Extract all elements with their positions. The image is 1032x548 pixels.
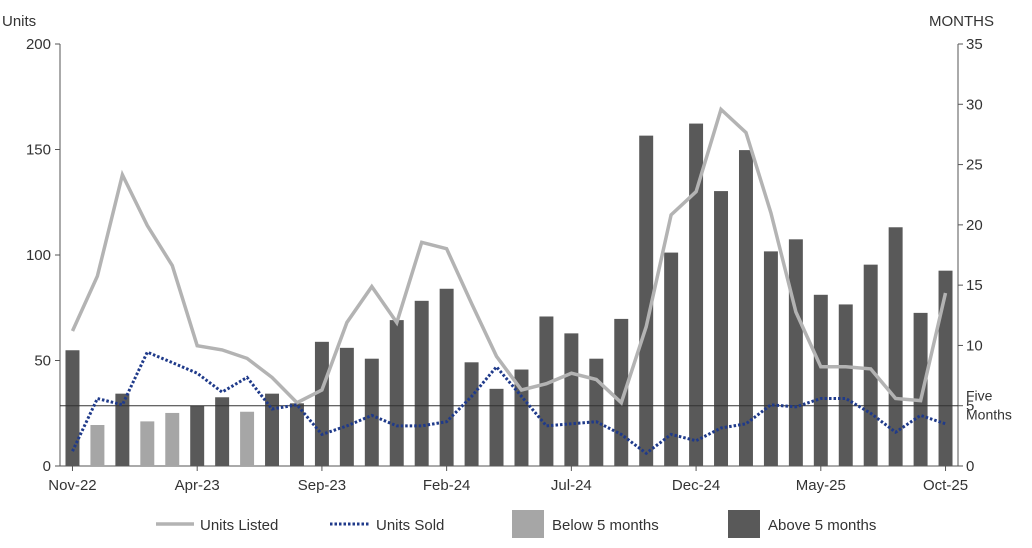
legend-label-below-5-months: Below 5 months bbox=[552, 517, 659, 534]
bar-Nov-24 bbox=[664, 252, 679, 466]
bar-Jul-23 bbox=[265, 393, 280, 466]
right-tick-label: 10 bbox=[966, 337, 983, 354]
bar-Feb-23 bbox=[140, 421, 155, 466]
legend-label-units-listed: Units Listed bbox=[200, 517, 278, 534]
left-tick-label: 100 bbox=[26, 247, 51, 264]
right-tick-label: 35 bbox=[966, 36, 983, 53]
bar-Dec-22 bbox=[90, 425, 105, 466]
x-tick-label: May-25 bbox=[796, 477, 846, 494]
x-tick-label: Jul-24 bbox=[551, 477, 592, 494]
bar-Mar-25 bbox=[763, 251, 778, 466]
bar-Aug-25 bbox=[888, 227, 903, 466]
bar-Apr-25 bbox=[788, 239, 803, 466]
threshold-label-line1: Five bbox=[966, 388, 993, 404]
left-tick-label: 150 bbox=[26, 142, 51, 159]
x-tick-label: Feb-24 bbox=[423, 477, 471, 494]
x-tick-label: Sep-23 bbox=[298, 477, 346, 494]
bar-Nov-22 bbox=[65, 350, 80, 466]
left-tick-label: 50 bbox=[34, 353, 51, 370]
right-tick-label: 5 bbox=[966, 398, 974, 415]
bar-Dec-23 bbox=[389, 320, 404, 466]
bar-Aug-24 bbox=[589, 358, 604, 466]
bar-Sep-24 bbox=[614, 318, 629, 466]
line-units-listed bbox=[70, 106, 948, 406]
legend: Units Listed Units Sold Below 5 months Abov… bbox=[156, 510, 876, 538]
bar-Jan-24 bbox=[414, 300, 429, 466]
x-tick-label: Nov-22 bbox=[48, 477, 96, 494]
left-tick-label: 0 bbox=[43, 458, 51, 475]
legend-label-units-sold: Units Sold bbox=[376, 517, 444, 534]
right-tick-label: 25 bbox=[966, 157, 983, 174]
bar-Nov-23 bbox=[364, 358, 379, 466]
x-tick-label: Oct-25 bbox=[923, 477, 968, 494]
legend-swatch-above-5-months bbox=[728, 510, 760, 538]
threshold-label-line2: Months bbox=[966, 407, 1012, 423]
line-units-sold bbox=[71, 350, 946, 456]
bar-Apr-23 bbox=[190, 405, 205, 466]
bars-layer bbox=[65, 123, 953, 467]
bar-Mar-23 bbox=[165, 412, 180, 466]
axes-layer: Units MONTHS bbox=[2, 13, 994, 467]
legend-label-above-5-months: Above 5 months bbox=[768, 517, 876, 534]
left-tick-label: 200 bbox=[26, 36, 51, 53]
bar-Feb-25 bbox=[738, 150, 753, 467]
threshold-layer: Five Months bbox=[60, 388, 1012, 423]
bar-Jul-24 bbox=[564, 333, 579, 466]
right-tick-label: 20 bbox=[966, 217, 983, 234]
bar-Dec-24 bbox=[689, 123, 704, 466]
x-tick-labels: Nov-22 Apr-23 Sep-23 Feb-24 Jul-24 Dec-24 May-… bbox=[48, 466, 968, 494]
right-tick-label: 0 bbox=[966, 458, 974, 475]
right-axis-title: MONTHS bbox=[929, 13, 994, 30]
bar-Oct-24 bbox=[639, 135, 654, 467]
bar-Mar-24 bbox=[464, 362, 479, 466]
bar-Sep-25 bbox=[913, 312, 928, 466]
bar-Jun-25 bbox=[838, 304, 853, 466]
x-tick-label: Apr-23 bbox=[175, 477, 220, 494]
bar-Jun-24 bbox=[539, 316, 554, 466]
bar-Aug-23 bbox=[289, 403, 304, 466]
bar-Sep-23 bbox=[314, 341, 329, 466]
right-tick-label: 30 bbox=[966, 96, 983, 113]
bar-May-23 bbox=[215, 397, 230, 466]
bar-Oct-23 bbox=[339, 347, 354, 466]
legend-swatch-below-5-months bbox=[512, 510, 544, 538]
bar-Jan-25 bbox=[714, 191, 729, 466]
bar-May-25 bbox=[813, 294, 828, 466]
left-tick-labels: 0 50 100 150 200 bbox=[26, 36, 60, 475]
bar-Jan-23 bbox=[115, 393, 130, 466]
right-tick-label: 15 bbox=[966, 277, 983, 294]
x-tick-label: Dec-24 bbox=[672, 477, 720, 494]
left-axis-title: Units bbox=[2, 13, 36, 30]
bar-Feb-24 bbox=[439, 288, 454, 466]
bar-Jul-25 bbox=[863, 264, 878, 466]
lines-layer bbox=[70, 106, 948, 456]
bar-Apr-24 bbox=[489, 388, 504, 466]
bar-Oct-25 bbox=[938, 270, 953, 466]
bar-Jun-23 bbox=[240, 411, 255, 466]
right-tick-labels: 0 5 10 15 20 25 30 35 bbox=[958, 36, 983, 475]
